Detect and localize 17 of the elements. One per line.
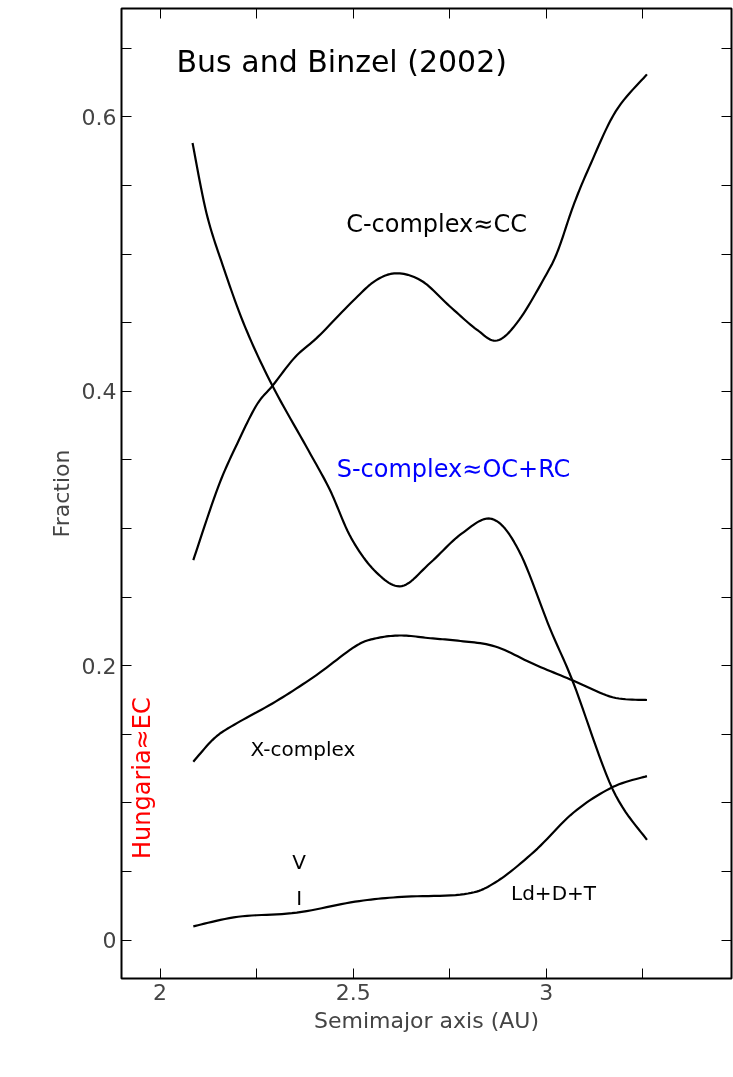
series-label: S-complex≈OC+RC (336, 455, 571, 484)
y-tick-label: 0.4 (81, 379, 117, 405)
series-label: Ld+D+T (511, 880, 597, 905)
y-tick-label: 0 (102, 928, 117, 954)
y-tick-label: 0.6 (81, 104, 117, 130)
annotation: V (292, 849, 307, 874)
series-label: C-complex≈CC (346, 209, 527, 238)
x-tick-label: 2 (153, 979, 168, 1005)
annotation: Hungaria≈EC (127, 697, 156, 860)
y-axis-title: Fraction (48, 449, 74, 538)
text: Bus and Binzel (2002) (176, 43, 507, 79)
y-tick-label: 0.2 (81, 653, 117, 679)
x-axis-title: Semimajor axis (AU) (314, 1007, 539, 1033)
x-tick-label: 3 (539, 979, 554, 1005)
series-label: X-complex (250, 737, 356, 762)
annotation: I (296, 885, 303, 910)
x-tick-label: 2.5 (335, 979, 371, 1005)
